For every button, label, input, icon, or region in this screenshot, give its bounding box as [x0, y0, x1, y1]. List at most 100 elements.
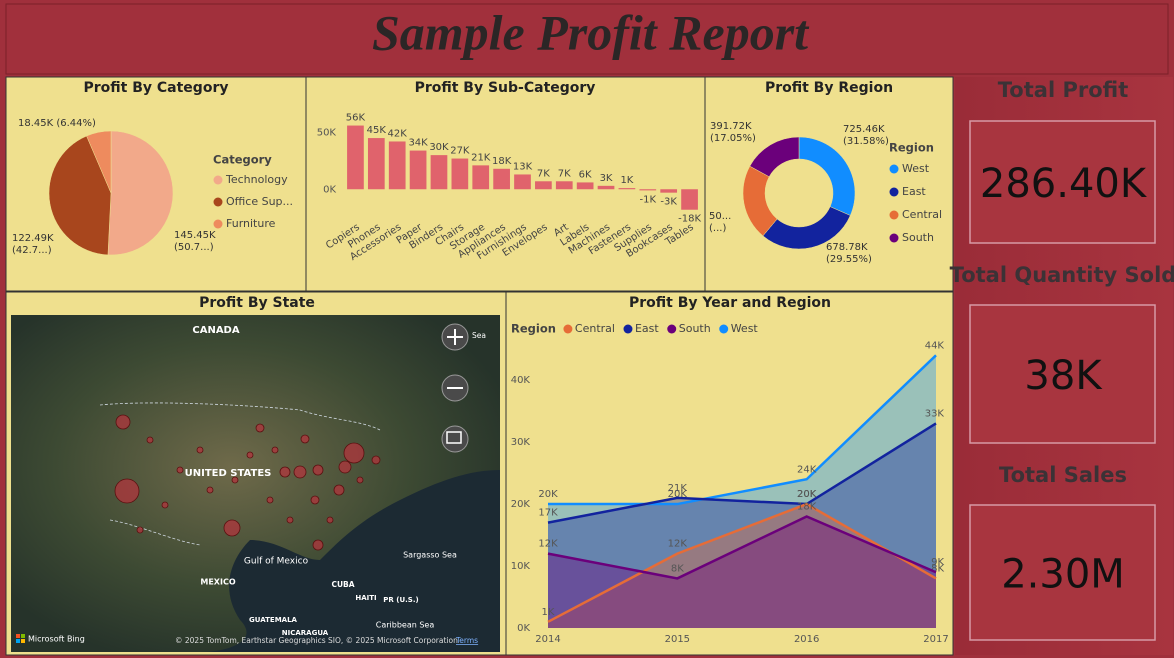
data-label: 30K	[429, 142, 449, 153]
legend-marker	[889, 164, 899, 174]
panel-title: Profit By Region	[765, 80, 893, 96]
pie-slice	[107, 130, 174, 256]
legend-title: Category	[213, 153, 272, 167]
data-label: 18K	[492, 156, 512, 167]
data-label: 8K	[671, 563, 684, 574]
line	[547, 502, 937, 623]
data-label: 3K	[600, 173, 613, 184]
panel-title: Profit By Category	[84, 80, 229, 96]
legend-label: West	[902, 162, 930, 175]
y-tick-label: 30K	[511, 437, 531, 448]
data-label: 44K	[925, 340, 945, 351]
data-label: -1K	[640, 194, 657, 205]
legend-label: Office Sup...	[226, 195, 293, 208]
legend-marker	[563, 324, 573, 334]
map-terms[interactable]: Terms	[455, 636, 478, 645]
legend-marker	[213, 197, 223, 207]
bar	[451, 158, 469, 190]
map-land	[11, 315, 500, 652]
bar	[409, 150, 427, 190]
x-tick-label: 2014	[535, 634, 560, 645]
data-label: 50... (...)	[709, 211, 732, 234]
legend-label: Central	[575, 322, 615, 335]
bar	[535, 181, 552, 190]
kpi-value: 286.40K	[980, 161, 1148, 207]
kpi-value: 38K	[1024, 353, 1103, 399]
legend-marker	[213, 219, 223, 229]
legend-label: Technology	[225, 173, 288, 186]
x-tick-label: 2016	[794, 634, 819, 645]
select-icon	[446, 431, 462, 444]
map-label: PR (U.S.)	[383, 596, 418, 604]
header-band	[5, 3, 1169, 75]
panel-title: Profit By Year and Region	[629, 295, 831, 311]
legend-label: South	[679, 322, 711, 335]
bar	[639, 189, 657, 191]
bing-logo	[16, 634, 20, 638]
legend-label: West	[731, 322, 759, 335]
data-label: 725.46K (31.58%)	[843, 124, 889, 147]
map-border	[99, 402, 381, 431]
kpi-label: Total Quantity Sold	[950, 263, 1174, 287]
data-label: 21K	[471, 152, 491, 163]
bing-logo	[16, 639, 20, 643]
map-label: CUBA	[331, 580, 354, 589]
bar	[555, 181, 573, 190]
map-brand: Microsoft Bing	[28, 635, 85, 644]
data-label: 12K	[668, 539, 688, 550]
data-label: 17K	[538, 508, 558, 519]
x-tick-label: 2015	[665, 634, 690, 645]
data-label: 42K	[388, 128, 408, 139]
kpi-label: Total Profit	[998, 78, 1128, 102]
legend-label: East	[902, 185, 926, 198]
bar	[618, 188, 636, 190]
bing-logo	[21, 639, 25, 643]
pie-slice	[86, 130, 112, 194]
map-label: UNITED STATES	[185, 468, 272, 479]
kpi-card	[969, 120, 1156, 244]
data-label: 33K	[925, 408, 945, 419]
data-label: 145.45K (50.7...)	[174, 230, 216, 253]
legend-label: Furniture	[226, 217, 276, 230]
kpi-card	[969, 504, 1156, 641]
area	[548, 423, 936, 628]
map-label: NICARAGUA	[282, 629, 329, 637]
map[interactable]: Microsoft Bing © 2025 TomTom, Earthstar …	[11, 315, 500, 652]
select-button[interactable]	[441, 425, 469, 453]
data-label: 20K	[538, 489, 558, 500]
bar	[681, 189, 698, 210]
data-label: 7K	[537, 168, 550, 179]
legend-marker	[719, 324, 729, 334]
legend-label: East	[635, 322, 659, 335]
legend-marker	[889, 187, 899, 197]
bar	[660, 189, 678, 193]
bar	[514, 174, 531, 190]
data-label: 24K	[797, 464, 817, 475]
map-bubbles	[114, 414, 381, 551]
data-label: 6K	[579, 169, 592, 180]
bar	[367, 138, 385, 190]
map-label: HAITI	[355, 594, 376, 602]
data-label: -3K	[660, 197, 677, 208]
data-label: 12K	[538, 539, 558, 550]
map-label: Caribbean Sea	[376, 621, 435, 630]
zoom-in-icon	[447, 329, 463, 345]
legend-title: Region	[889, 141, 934, 155]
data-label: 20K	[668, 489, 688, 500]
data-label: 21K	[668, 483, 688, 494]
bar	[388, 141, 406, 190]
line	[548, 354, 937, 506]
data-label: 18K	[797, 501, 817, 512]
data-label: 8K	[931, 563, 944, 574]
data-label: 391.72K (17.05%)	[710, 121, 756, 144]
data-label: 13K	[513, 161, 533, 172]
bar	[430, 155, 448, 190]
x-tick-label: 2017	[923, 634, 948, 645]
data-label: 9K	[931, 557, 944, 568]
panel-title: Profit By Sub-Category	[415, 80, 596, 96]
map-label: Sea	[472, 331, 486, 340]
data-label: 1K	[542, 607, 555, 618]
data-label: 27K	[450, 146, 470, 157]
